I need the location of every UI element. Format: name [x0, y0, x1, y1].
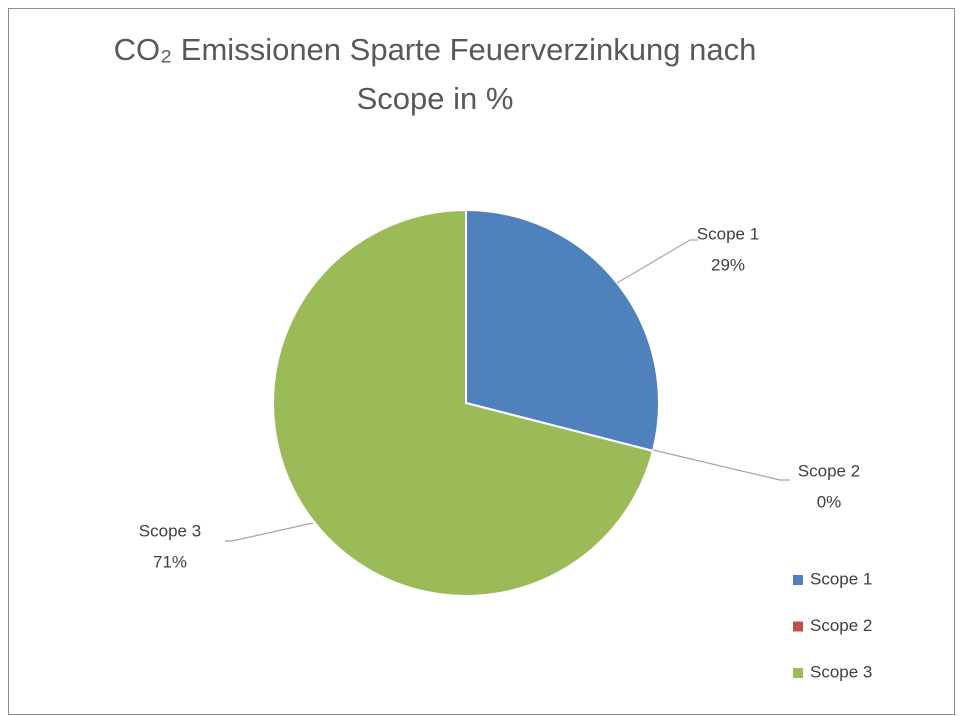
legend-swatch — [793, 621, 803, 632]
data-label: Scope 2 — [798, 461, 860, 480]
data-label: Scope 3 — [139, 521, 201, 540]
legend-swatch — [793, 575, 803, 585]
legend-label: Scope 1 — [810, 569, 872, 588]
legend-label: Scope 2 — [810, 616, 872, 635]
data-label: 0% — [817, 492, 842, 511]
legend-swatch — [793, 668, 803, 678]
data-label: 71% — [153, 552, 187, 571]
leader-line — [616, 239, 698, 284]
data-label: Scope 1 — [697, 224, 759, 243]
pie-slice — [272, 208, 655, 597]
chart-title: Scope in % — [357, 81, 514, 116]
data-label: 29% — [711, 255, 745, 274]
leader-line — [652, 449, 790, 481]
leader-line — [225, 522, 314, 542]
pie-slice — [465, 208, 660, 453]
chart-title: CO₂ Emissionen Sparte Feuerverzinkung na… — [114, 32, 757, 67]
legend-label: Scope 3 — [810, 662, 872, 681]
